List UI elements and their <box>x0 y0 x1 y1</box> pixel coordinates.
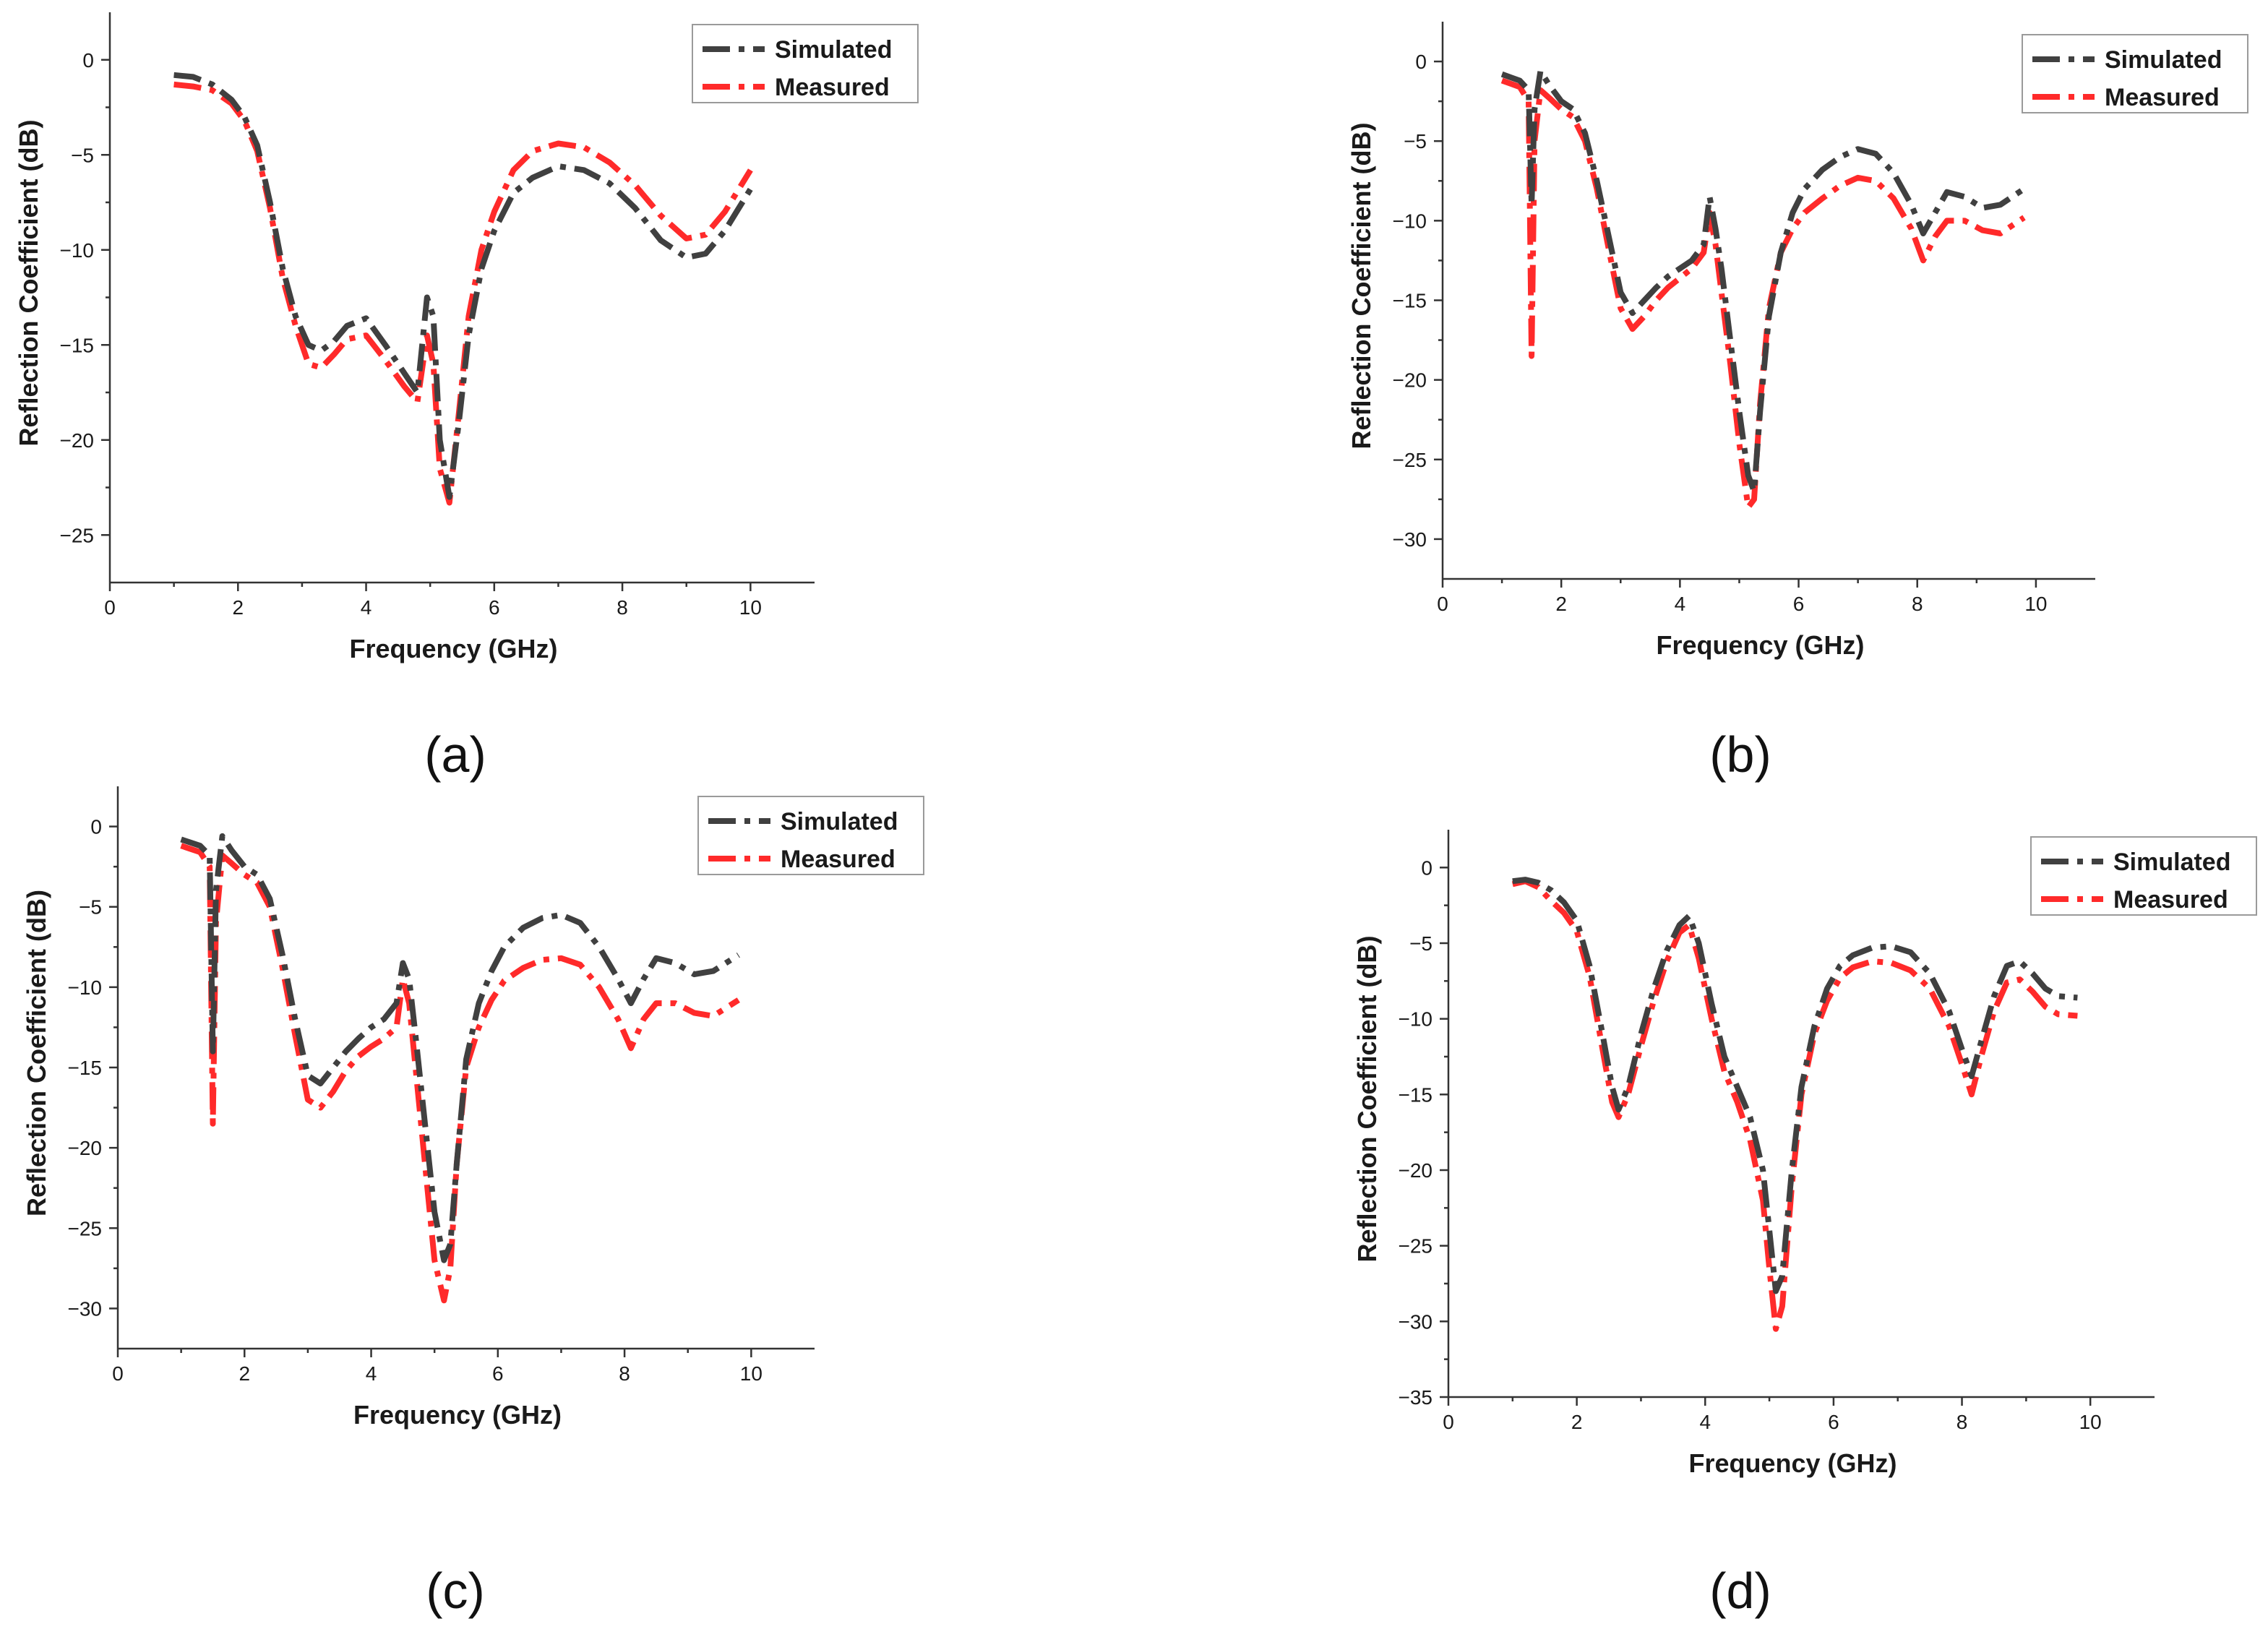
x-tick-label: 0 <box>112 1362 124 1385</box>
series-line-measured <box>1511 878 2078 1332</box>
legend: Simulated Measured <box>692 24 919 103</box>
x-axis-title: Frequency (GHz) <box>1656 630 1864 660</box>
y-tick-label: 0 <box>90 816 102 838</box>
x-axis-title: Frequency (GHz) <box>353 1400 562 1430</box>
panel-d: 0 2 4 6 8 10 0 −5 −10 −15 −20 −25 −30 −35 Frequency (G… <box>1352 830 2257 1478</box>
y-tick-label: 0 <box>1421 856 1432 879</box>
y-tick-label: −10 <box>68 976 103 999</box>
x-axis-title: Frequency (GHz) <box>1688 1448 1897 1478</box>
x-tick-label: 2 <box>232 596 244 619</box>
legend-label-measured: Measured <box>775 74 890 101</box>
y-tick-label: −15 <box>1399 1083 1433 1106</box>
y-tick-label: −5 <box>1409 932 1432 955</box>
x-tick-label: 4 <box>366 1362 377 1385</box>
y-tick-label: −15 <box>1393 290 1427 312</box>
x-tick-label: 10 <box>2079 1411 2102 1433</box>
x-tick-label: 2 <box>1555 593 1567 615</box>
x-tick-label: 6 <box>1793 593 1805 615</box>
x-tick-label: 4 <box>1675 593 1686 615</box>
y-axis-title: Reflection Coefficient (dB) <box>1352 935 1382 1262</box>
y-tick-label: −10 <box>1393 210 1427 232</box>
panel-a: 0 2 4 6 8 10 0 −5 −10 −15 −20 −25 Frequency (GHz) Ref… <box>14 12 919 663</box>
legend: Simulated Measured <box>697 796 924 875</box>
y-axis-title: Reflection Coefficient (dB) <box>22 890 51 1216</box>
y-tick-label: −30 <box>1393 528 1427 551</box>
y-tick-label: −5 <box>71 144 94 166</box>
series-line-simulated <box>180 833 740 1263</box>
series-line-simulated <box>1512 877 2078 1294</box>
panel-b: 0 2 4 6 8 10 0 −5 −10 −15 −20 −25 −30 Frequency (GHz)… <box>1346 22 2248 660</box>
x-tick-label: 0 <box>104 596 116 619</box>
y-tick-label: −25 <box>60 524 95 546</box>
x-tick-label: 4 <box>1699 1411 1711 1433</box>
y-tick-label: −5 <box>79 896 102 919</box>
legend-label-measured: Measured <box>781 846 895 873</box>
x-tick-label: 10 <box>739 596 762 619</box>
y-tick-label: 0 <box>1415 51 1427 73</box>
x-tick-label: 2 <box>1571 1411 1583 1433</box>
legend-label-simulated: Simulated <box>2105 46 2222 74</box>
panel-caption-b: (b) <box>1709 726 1771 783</box>
y-tick-label: −35 <box>1399 1386 1433 1409</box>
y-tick-label: −20 <box>1393 369 1427 392</box>
y-tick-label: −15 <box>68 1057 103 1079</box>
y-tick-label: −15 <box>60 334 95 356</box>
panel-caption-c: (c) <box>426 1563 485 1619</box>
y-tick-label: −20 <box>60 429 95 452</box>
legend: Simulated Measured <box>2030 836 2257 916</box>
x-tick-label: 10 <box>740 1362 763 1385</box>
y-tick-label: −20 <box>68 1137 103 1159</box>
x-axis-title: Frequency (GHz) <box>349 634 557 663</box>
x-tick-label: 0 <box>1443 1411 1454 1433</box>
y-tick-label: −10 <box>1399 1008 1433 1031</box>
y-tick-label: −25 <box>1399 1235 1433 1258</box>
panel-caption-a: (a) <box>424 726 486 783</box>
series-line-measured <box>1500 77 2026 510</box>
y-tick-label: −30 <box>68 1297 103 1320</box>
x-tick-label: 2 <box>239 1362 250 1385</box>
x-tick-label: 0 <box>1437 593 1448 615</box>
x-tick-label: 10 <box>2024 593 2047 615</box>
panel-caption-d: (d) <box>1709 1563 1771 1619</box>
y-tick-label: −30 <box>1399 1310 1433 1333</box>
legend-label-measured: Measured <box>2105 84 2220 111</box>
x-tick-label: 8 <box>1912 593 1923 615</box>
panel-c: 0 2 4 6 8 10 0 −5 −10 −15 −20 −25 −30 Frequency (GHz)… <box>22 786 924 1430</box>
y-tick-label: −5 <box>1404 130 1427 152</box>
x-tick-label: 6 <box>492 1362 504 1385</box>
series-line-measured <box>180 843 740 1304</box>
y-tick-label: −10 <box>60 239 95 262</box>
series-line-simulated <box>1500 68 2026 494</box>
x-tick-label: 6 <box>489 596 500 619</box>
series-line-simulated <box>173 72 753 500</box>
legend-label-measured: Measured <box>2113 886 2228 914</box>
x-tick-label: 8 <box>619 1362 630 1385</box>
y-tick-label: −25 <box>1393 449 1427 471</box>
x-tick-label: 6 <box>1828 1411 1839 1433</box>
x-tick-label: 8 <box>1956 1411 1968 1433</box>
y-axis-title: Reflection Coefficient (dB) <box>1346 122 1376 449</box>
y-tick-label: −25 <box>68 1217 103 1239</box>
legend-label-simulated: Simulated <box>781 808 898 835</box>
x-tick-label: 8 <box>617 596 628 619</box>
legend-label-simulated: Simulated <box>2113 848 2230 876</box>
x-tick-label: 4 <box>361 596 372 619</box>
y-tick-label: 0 <box>82 49 94 72</box>
legend: Simulated Measured <box>2022 34 2248 113</box>
y-tick-label: −20 <box>1399 1159 1433 1182</box>
y-axis-title: Reflection Coefficient (dB) <box>14 119 43 446</box>
legend-label-simulated: Simulated <box>775 36 892 64</box>
